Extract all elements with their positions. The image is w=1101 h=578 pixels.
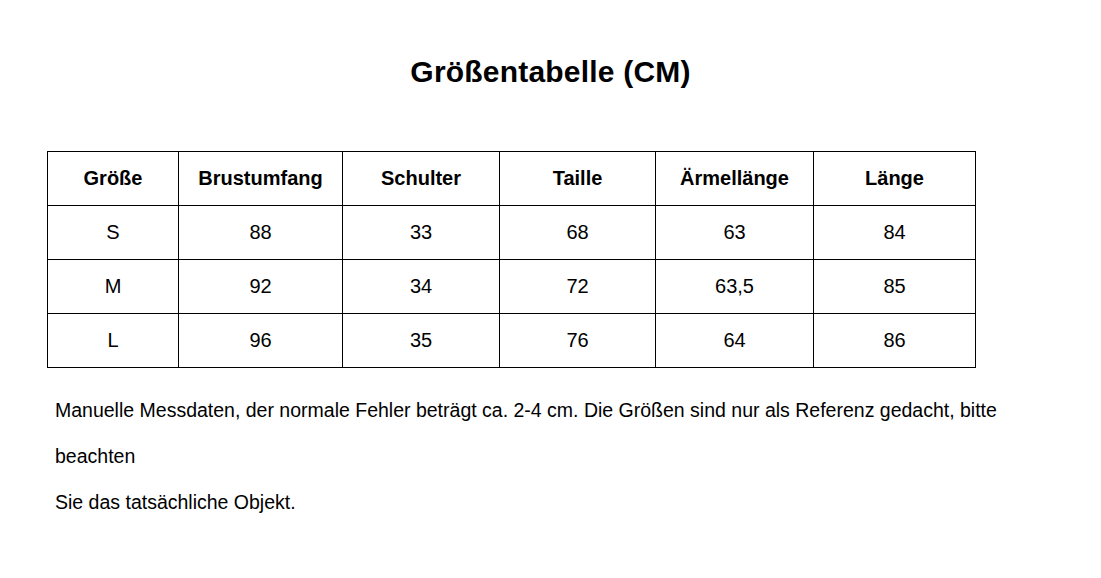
- table-cell: 34: [343, 260, 500, 314]
- table-row-size-s: S 88 33 68 63 84: [48, 206, 976, 260]
- table-header-row: Größe Brustumfang Schulter Taille Ärmell…: [48, 152, 976, 206]
- table-cell: 64: [656, 314, 814, 368]
- measurement-disclaimer-note: Manuelle Messdaten, der normale Fehler b…: [55, 387, 1065, 525]
- size-label: L: [48, 314, 179, 368]
- table-cell: 33: [343, 206, 500, 260]
- size-chart-table: Größe Brustumfang Schulter Taille Ärmell…: [47, 151, 976, 368]
- note-line: Sie das tatsächliche Objekt.: [55, 479, 1065, 525]
- table-cell: 92: [179, 260, 343, 314]
- table-cell: 63,5: [656, 260, 814, 314]
- table-cell: 68: [500, 206, 656, 260]
- column-header-brustumfang: Brustumfang: [179, 152, 343, 206]
- column-header-taille: Taille: [500, 152, 656, 206]
- table-cell: 86: [814, 314, 976, 368]
- column-header-groesse: Größe: [48, 152, 179, 206]
- table-row-size-l: L 96 35 76 64 86: [48, 314, 976, 368]
- table-cell: 72: [500, 260, 656, 314]
- note-line: Manuelle Messdaten, der normale Fehler b…: [55, 387, 1065, 479]
- table-cell: 35: [343, 314, 500, 368]
- table-cell: 88: [179, 206, 343, 260]
- column-header-aermellaenge: Ärmellänge: [656, 152, 814, 206]
- size-label: S: [48, 206, 179, 260]
- table-cell: 63: [656, 206, 814, 260]
- size-label: M: [48, 260, 179, 314]
- table-cell: 96: [179, 314, 343, 368]
- column-header-laenge: Länge: [814, 152, 976, 206]
- table-row-size-m: M 92 34 72 63,5 85: [48, 260, 976, 314]
- table-cell: 84: [814, 206, 976, 260]
- page-title: Größentabelle (CM): [0, 55, 1101, 89]
- table-cell: 85: [814, 260, 976, 314]
- column-header-schulter: Schulter: [343, 152, 500, 206]
- table-cell: 76: [500, 314, 656, 368]
